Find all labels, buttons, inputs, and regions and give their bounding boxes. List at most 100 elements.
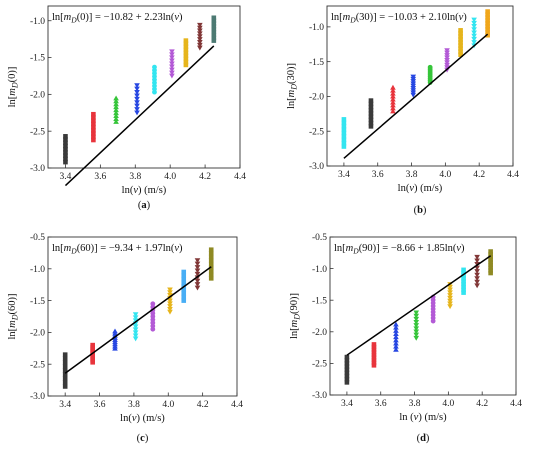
data-point xyxy=(393,327,399,333)
data-point xyxy=(471,20,477,26)
plot-frame xyxy=(329,236,517,396)
data-point xyxy=(169,49,175,55)
data-point xyxy=(371,360,377,365)
data-point xyxy=(183,44,189,49)
x-tick-label: 4.2 xyxy=(476,399,488,409)
data-point xyxy=(344,380,350,385)
data-point xyxy=(134,90,140,95)
x-tick-label: 4.0 xyxy=(162,400,174,410)
data-point xyxy=(211,26,217,32)
data-point xyxy=(471,30,477,36)
data-point xyxy=(458,43,463,48)
data-point xyxy=(341,137,347,143)
data-point xyxy=(458,37,463,42)
data-point xyxy=(458,52,463,57)
data-point xyxy=(341,127,347,132)
data-point xyxy=(197,22,203,28)
equation-label: ln[mD(30)] = −10.03 + 2.10ln(v) xyxy=(331,12,467,25)
data-point xyxy=(62,380,68,385)
x-axis-label: ln (v) (m/s) xyxy=(399,412,447,423)
data-point xyxy=(474,254,480,260)
data-point xyxy=(461,284,466,290)
y-tick-label: -1.0 xyxy=(312,265,327,275)
data-point xyxy=(181,280,187,286)
data-series-5 xyxy=(150,301,156,332)
y-tick-label: -1.5 xyxy=(30,297,45,307)
data-series-3 xyxy=(112,328,118,351)
data-point xyxy=(167,287,173,293)
data-series-3 xyxy=(393,321,399,352)
x-tick-label: 4.4 xyxy=(234,172,246,182)
x-tick-label: 4.2 xyxy=(197,400,209,410)
data-point xyxy=(62,368,68,373)
data-point xyxy=(132,315,139,321)
y-axis-label: ln[mD(30)] xyxy=(286,63,299,109)
data-point xyxy=(371,344,377,350)
x-tick-label: 4.4 xyxy=(510,399,522,409)
y-tick-label: -2.0 xyxy=(30,91,45,101)
data-point xyxy=(183,47,189,53)
data-point xyxy=(485,18,490,23)
data-point xyxy=(341,134,347,139)
data-series-2 xyxy=(368,98,374,129)
data-point xyxy=(181,276,187,282)
data-point xyxy=(183,59,189,65)
data-point xyxy=(132,327,139,333)
data-series-5 xyxy=(152,64,157,95)
data-point xyxy=(169,58,175,64)
chart-panel-b: 3.4 3.6 3.8 4.0 4.2 4.4 -3.0 -2.5 -2.0 -1.5 -1.0 ln… xyxy=(286,5,519,216)
data-point xyxy=(393,343,399,349)
data-point xyxy=(132,336,139,342)
data-point xyxy=(368,111,374,116)
data-point xyxy=(447,298,453,304)
data-point xyxy=(167,290,173,296)
panel-label: (d) xyxy=(417,433,430,444)
data-point xyxy=(393,331,399,336)
x-tick-label: 4.2 xyxy=(473,170,485,180)
data-point xyxy=(458,49,463,54)
data-point xyxy=(62,356,68,361)
data-point xyxy=(197,28,203,34)
data-point xyxy=(444,48,450,54)
y-tick-label: -2.5 xyxy=(30,127,45,137)
data-point xyxy=(461,281,466,287)
data-point xyxy=(197,37,203,43)
data-point xyxy=(183,53,189,59)
data-point xyxy=(485,9,490,14)
data-point xyxy=(167,304,173,310)
data-series-3 xyxy=(390,84,396,114)
data-point xyxy=(208,254,214,260)
data-point xyxy=(211,29,217,35)
data-point xyxy=(132,330,139,336)
data-series-8 xyxy=(474,254,480,289)
x-tick-label: 4.0 xyxy=(439,170,451,180)
data-series-7 xyxy=(183,38,189,68)
plot-frame xyxy=(47,236,238,397)
data-point xyxy=(113,116,119,121)
x-tick-label: 3.6 xyxy=(372,170,384,180)
fit-line xyxy=(343,33,489,159)
data-point xyxy=(485,24,490,29)
data-point xyxy=(461,290,466,295)
data-point xyxy=(181,291,187,296)
data-point xyxy=(91,128,96,133)
x-tick-label: 4.4 xyxy=(231,400,243,410)
data-point xyxy=(90,342,95,348)
data-point xyxy=(474,272,480,278)
data-point xyxy=(113,119,119,124)
data-point xyxy=(368,107,374,113)
data-point xyxy=(197,42,203,48)
data-point xyxy=(211,15,217,21)
data-point xyxy=(488,251,493,257)
x-tick-label: 3.8 xyxy=(406,170,418,180)
data-point xyxy=(62,360,68,365)
data-point xyxy=(461,287,466,293)
data-series-5 xyxy=(427,64,433,85)
data-series-6 xyxy=(447,282,453,310)
data-point xyxy=(413,326,420,332)
plot-frame xyxy=(47,5,241,169)
data-point xyxy=(344,367,350,373)
data-point xyxy=(474,269,480,275)
data-point xyxy=(63,153,68,158)
data-point xyxy=(183,56,189,62)
